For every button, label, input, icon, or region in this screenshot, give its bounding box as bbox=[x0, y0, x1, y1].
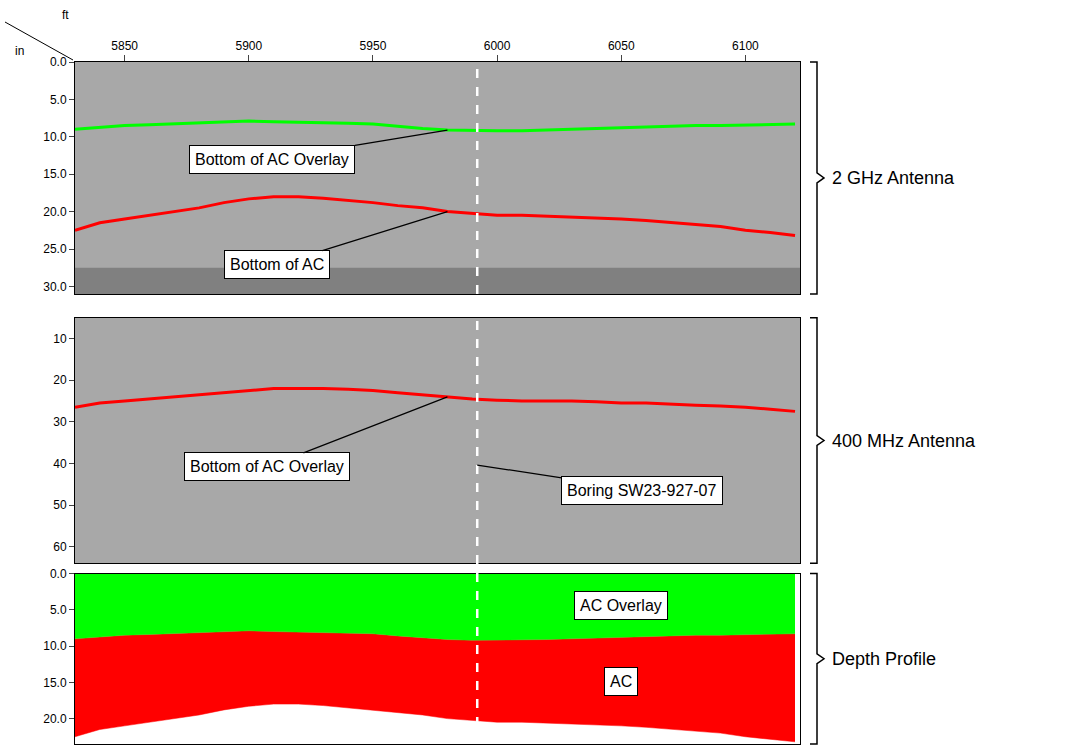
svg-text:6050: 6050 bbox=[608, 39, 635, 53]
svg-text:Bottom of AC Overlay: Bottom of AC Overlay bbox=[195, 151, 349, 168]
svg-text:5850: 5850 bbox=[111, 39, 138, 53]
svg-text:25.0: 25.0 bbox=[43, 242, 67, 256]
svg-text:15.0: 15.0 bbox=[43, 167, 67, 181]
svg-text:Bottom of AC: Bottom of AC bbox=[230, 256, 324, 273]
svg-text:20.0: 20.0 bbox=[43, 712, 67, 726]
svg-text:6000: 6000 bbox=[484, 39, 511, 53]
svg-text:20: 20 bbox=[53, 373, 67, 387]
svg-text:6100: 6100 bbox=[732, 39, 759, 53]
svg-text:400 MHz Antenna: 400 MHz Antenna bbox=[832, 431, 976, 451]
svg-text:2 GHz Antenna: 2 GHz Antenna bbox=[832, 168, 955, 188]
svg-text:5.0: 5.0 bbox=[50, 93, 67, 107]
svg-text:0.0: 0.0 bbox=[50, 55, 67, 69]
svg-text:10.0: 10.0 bbox=[43, 639, 67, 653]
svg-text:30.0: 30.0 bbox=[43, 280, 67, 294]
svg-text:Bottom of AC Overlay: Bottom of AC Overlay bbox=[190, 458, 344, 475]
svg-text:0.0: 0.0 bbox=[50, 567, 67, 581]
svg-text:AC: AC bbox=[610, 673, 632, 690]
svg-text:15.0: 15.0 bbox=[43, 676, 67, 690]
svg-text:10: 10 bbox=[53, 332, 67, 346]
svg-text:40: 40 bbox=[53, 457, 67, 471]
svg-text:Boring SW23-927-07: Boring SW23-927-07 bbox=[567, 482, 717, 499]
svg-text:in: in bbox=[15, 44, 24, 58]
svg-text:50: 50 bbox=[53, 498, 67, 512]
svg-text:10.0: 10.0 bbox=[43, 130, 67, 144]
svg-text:5950: 5950 bbox=[360, 39, 387, 53]
svg-text:Depth Profile: Depth Profile bbox=[832, 649, 936, 669]
svg-text:30: 30 bbox=[53, 415, 67, 429]
svg-text:20.0: 20.0 bbox=[43, 205, 67, 219]
svg-text:5900: 5900 bbox=[235, 39, 262, 53]
svg-text:5.0: 5.0 bbox=[50, 603, 67, 617]
svg-text:AC Overlay: AC Overlay bbox=[580, 597, 662, 614]
svg-text:ft: ft bbox=[62, 8, 69, 22]
svg-text:60: 60 bbox=[53, 540, 67, 554]
